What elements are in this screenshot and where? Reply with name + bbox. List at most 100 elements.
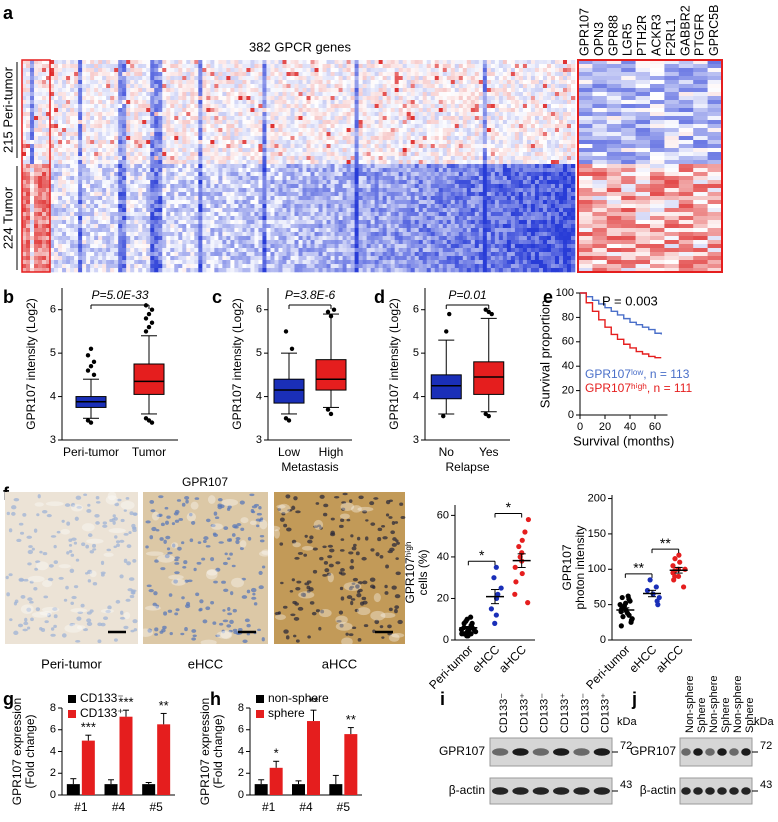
heatmap-cell xyxy=(278,92,283,97)
heatmap-cell xyxy=(110,60,115,65)
heatmap-cell xyxy=(558,184,564,189)
heatmap-cell xyxy=(482,148,488,153)
heatmap-cell xyxy=(214,112,219,117)
heatmap-cell xyxy=(378,88,383,93)
heatmap-cell xyxy=(322,112,327,117)
heatmap-cell xyxy=(194,140,199,145)
heatmap-cell xyxy=(146,140,151,145)
heatmap-cell xyxy=(302,76,307,81)
heatmap-cell xyxy=(466,128,472,133)
heatmap-cell xyxy=(322,60,327,65)
heatmap-cell xyxy=(338,92,343,97)
heatmap-cell xyxy=(142,104,147,109)
heatmap-cell xyxy=(430,100,436,105)
heatmap-cell xyxy=(418,140,424,145)
heatmap-cell xyxy=(510,108,516,113)
heatmap-cell xyxy=(30,164,35,169)
heatmap-cell xyxy=(350,184,355,189)
heatmap-cell xyxy=(82,152,87,157)
heatmap-cell xyxy=(294,152,299,157)
heatmap-cell xyxy=(198,80,203,85)
heatmap-cell xyxy=(438,188,444,193)
heatmap-cell xyxy=(98,124,103,129)
heatmap-cell xyxy=(534,104,540,109)
heatmap-cell xyxy=(546,168,552,173)
heatmap-cell xyxy=(418,152,424,157)
heatmap-cell xyxy=(262,72,267,77)
heatmap-cell xyxy=(150,144,155,149)
heatmap-cell xyxy=(422,172,428,177)
heatmap-cell xyxy=(162,64,167,69)
heatmap-cell xyxy=(270,108,275,113)
heatmap-cell xyxy=(230,60,235,65)
heatmap-cell xyxy=(42,128,47,133)
heatmap-cell xyxy=(186,168,191,173)
heatmap-cell xyxy=(414,76,420,81)
heatmap-cell xyxy=(426,188,432,193)
heatmap-cell xyxy=(474,64,480,69)
heatmap-cell xyxy=(426,196,432,201)
heatmap-cell xyxy=(82,132,87,137)
heatmap-cell xyxy=(442,100,448,105)
heatmap-cell xyxy=(202,124,207,129)
heatmap-cell xyxy=(278,180,283,185)
heatmap-cell xyxy=(174,200,179,205)
heatmap-cell xyxy=(190,124,195,129)
heatmap-cell xyxy=(254,184,259,189)
heatmap-cell xyxy=(206,172,211,177)
heatmap-cell xyxy=(550,68,556,73)
heatmap-cell xyxy=(570,80,576,85)
heatmap-cell xyxy=(202,160,207,165)
heatmap-cell xyxy=(310,68,315,73)
heatmap-cell xyxy=(486,72,492,77)
heatmap-cell xyxy=(58,140,63,145)
heatmap-cell xyxy=(286,108,291,113)
heatmap-cell xyxy=(530,160,536,165)
heatmap-cell xyxy=(294,64,299,69)
heatmap-cell xyxy=(150,124,155,129)
heatmap-cell xyxy=(362,156,367,161)
heatmap-cell xyxy=(114,128,119,133)
heatmap-cell xyxy=(166,76,171,81)
heatmap-cell xyxy=(362,116,367,121)
heatmap-cell xyxy=(370,176,375,181)
heatmap-cell xyxy=(314,80,319,85)
heatmap-cell xyxy=(234,192,239,197)
heatmap-cell xyxy=(510,200,516,205)
heatmap-cell xyxy=(498,80,504,85)
heatmap-cell xyxy=(162,128,167,133)
heatmap-cell xyxy=(170,140,175,145)
heatmap-cell xyxy=(22,204,27,209)
heatmap-cell xyxy=(398,188,403,193)
heatmap-cell xyxy=(146,100,151,105)
heatmap-cell xyxy=(486,164,492,169)
heatmap-cell xyxy=(486,60,492,65)
heatmap-cell xyxy=(390,112,395,117)
heatmap-cell xyxy=(358,176,363,181)
heatmap-cell xyxy=(194,184,199,189)
heatmap-cell xyxy=(522,60,528,65)
heatmap-cell xyxy=(422,88,428,93)
heatmap-cell xyxy=(38,80,43,85)
heatmap-cell xyxy=(166,168,171,173)
heatmap-cell xyxy=(430,116,436,121)
heatmap-cell xyxy=(562,148,568,153)
heatmap-cell xyxy=(478,200,484,205)
heatmap-cell xyxy=(218,144,223,149)
heatmap-cell xyxy=(86,132,91,137)
heatmap-cell xyxy=(434,84,440,89)
heatmap-cell xyxy=(42,140,47,145)
heatmap-cell xyxy=(458,144,464,149)
heatmap-cell xyxy=(254,160,259,165)
heatmap-cell xyxy=(262,88,267,93)
heatmap-cell xyxy=(86,200,91,205)
heatmap-cell xyxy=(170,124,175,129)
heatmap-cell xyxy=(534,180,540,185)
heatmap-cell xyxy=(478,88,484,93)
heatmap-cell xyxy=(158,180,163,185)
heatmap-cell xyxy=(230,184,235,189)
heatmap-cell xyxy=(266,152,271,157)
heatmap-cell xyxy=(558,116,564,121)
heatmap-cell xyxy=(438,108,444,113)
heatmap-cell xyxy=(34,60,39,65)
